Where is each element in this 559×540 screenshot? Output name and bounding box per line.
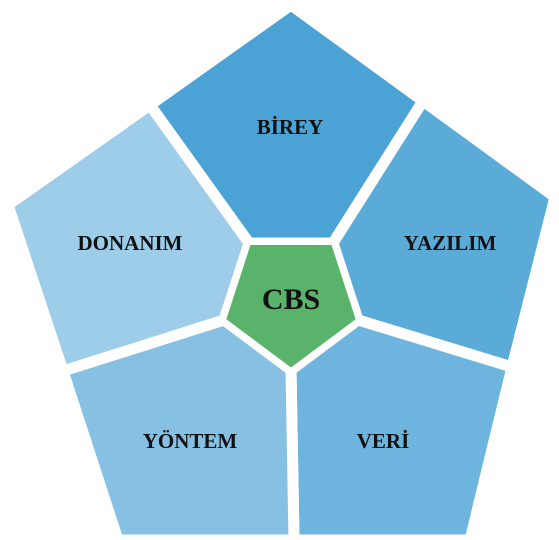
segment-donanim — [1, 97, 256, 378]
center-pentagon — [221, 241, 361, 373]
segment-label: YAZILIM — [404, 231, 497, 255]
segment-label: YÖNTEM — [143, 429, 238, 453]
segment-label: VERİ — [357, 429, 410, 453]
segment-label: DONANIM — [78, 231, 183, 255]
center-label: CBS — [262, 283, 320, 316]
segment-label: BİREY — [257, 115, 324, 139]
